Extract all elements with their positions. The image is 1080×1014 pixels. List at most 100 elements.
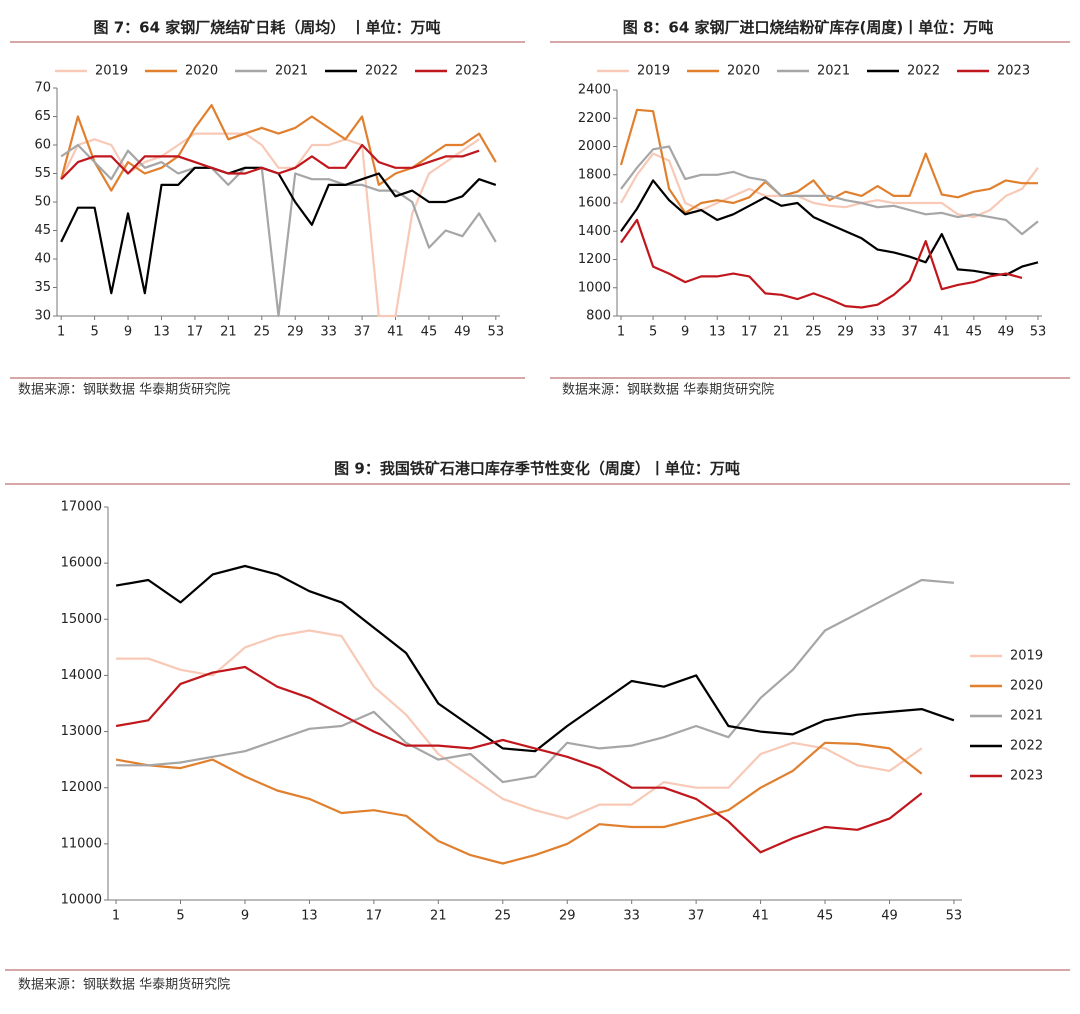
x-tick-label: 5 (90, 325, 98, 340)
y-tick-label: 17000 (61, 500, 102, 515)
x-tick-label: 1 (617, 325, 625, 340)
source-note: 数据来源：钢联数据 华泰期货研究院 (18, 382, 230, 398)
y-tick-label: 2000 (578, 139, 611, 154)
y-tick-label: 13000 (61, 724, 102, 739)
legend-label: 2019 (637, 64, 670, 79)
y-tick-label: 14000 (61, 668, 102, 683)
x-tick-label: 45 (421, 325, 438, 340)
y-tick-label: 1000 (578, 280, 611, 295)
x-tick-label: 21 (220, 325, 237, 340)
x-tick-label: 45 (966, 325, 983, 340)
y-tick-label: 1400 (578, 224, 611, 239)
legend-label: 2021 (1010, 709, 1043, 724)
series-line (619, 108, 1038, 214)
x-tick-label: 33 (320, 325, 337, 340)
y-tick-label: 10000 (61, 893, 102, 908)
x-tick-label: 17 (366, 909, 383, 924)
legend-label: 2023 (997, 64, 1030, 79)
x-tick-label: 49 (998, 325, 1015, 340)
legend-label: 2022 (365, 64, 398, 79)
series-line (115, 741, 923, 865)
legend-label: 2020 (1010, 679, 1043, 694)
series-line (116, 629, 923, 820)
y-tick-label: 12000 (61, 780, 102, 795)
x-tick-label: 45 (817, 909, 834, 924)
y-tick-label: 15000 (61, 612, 102, 627)
x-tick-label: 41 (752, 909, 769, 924)
x-tick-label: 29 (559, 909, 576, 924)
series-line (115, 665, 923, 854)
legend-label: 2021 (275, 64, 308, 79)
source-note: 数据来源：钢联数据 华泰期货研究院 (18, 977, 230, 993)
y-tick-label: 2400 (578, 83, 611, 98)
x-tick-label: 29 (837, 325, 854, 340)
x-tick-label: 5 (649, 325, 657, 340)
x-tick-label: 1 (57, 325, 65, 340)
x-tick-label: 53 (488, 325, 505, 340)
legend-label: 2020 (185, 64, 218, 79)
y-tick-label: 50 (34, 195, 51, 210)
x-tick-label: 41 (933, 325, 950, 340)
x-tick-label: 17 (187, 325, 204, 340)
series-line (60, 104, 497, 192)
chart-title: 图 7：64 家钢厂烧结矿日耗（周均） 丨单位：万吨 (94, 19, 441, 37)
x-tick-label: 25 (805, 325, 822, 340)
y-tick-label: 70 (34, 81, 51, 96)
x-tick-label: 33 (869, 325, 886, 340)
x-tick-label: 53 (946, 909, 963, 924)
series-line (620, 218, 1023, 309)
legend-label: 2023 (1010, 769, 1043, 784)
legend-label: 2023 (455, 64, 488, 79)
x-tick-label: 25 (495, 909, 512, 924)
y-tick-label: 1800 (578, 167, 611, 182)
x-tick-label: 17 (741, 325, 758, 340)
y-tick-label: 1200 (578, 252, 611, 267)
x-tick-label: 1 (112, 909, 120, 924)
y-tick-label: 35 (34, 280, 51, 295)
y-tick-label: 2200 (578, 111, 611, 126)
series-line (620, 179, 1039, 277)
series-line (620, 145, 1039, 236)
legend-label: 2019 (1010, 649, 1043, 664)
y-tick-label: 11000 (61, 836, 102, 851)
x-tick-label: 53 (1030, 325, 1047, 340)
x-tick-label: 9 (124, 325, 132, 340)
y-tick-label: 30 (34, 309, 51, 324)
chart-title: 图 9：我国铁矿石港口库存季节性变化（周度）丨单位：万吨 (334, 460, 740, 478)
x-tick-label: 21 (773, 325, 790, 340)
series-line (116, 578, 954, 784)
series-line (60, 143, 497, 318)
y-tick-label: 1600 (578, 196, 611, 211)
y-tick-label: 16000 (61, 556, 102, 571)
x-tick-label: 9 (241, 909, 249, 924)
x-tick-label: 49 (881, 909, 898, 924)
chart-title: 图 8：64 家钢厂进口烧结粉矿库存(周度)丨单位：万吨 (623, 19, 993, 37)
x-tick-label: 25 (254, 325, 271, 340)
legend-label: 2019 (95, 64, 128, 79)
y-tick-label: 55 (34, 166, 51, 181)
x-tick-label: 13 (301, 909, 318, 924)
legend-label: 2021 (817, 64, 850, 79)
x-tick-label: 21 (430, 909, 447, 924)
legend-label: 2022 (907, 64, 940, 79)
x-tick-label: 41 (387, 325, 404, 340)
x-tick-label: 37 (354, 325, 371, 340)
x-tick-label: 13 (153, 325, 170, 340)
x-tick-label: 49 (454, 325, 471, 340)
x-tick-label: 37 (901, 325, 918, 340)
legend-label: 2020 (727, 64, 760, 79)
series-line (60, 143, 480, 180)
x-tick-label: 37 (688, 909, 705, 924)
x-tick-label: 33 (623, 909, 640, 924)
y-tick-label: 60 (34, 138, 51, 153)
legend-label: 2022 (1010, 739, 1043, 754)
y-tick-label: 800 (586, 309, 611, 324)
x-tick-label: 5 (176, 909, 184, 924)
x-tick-label: 29 (287, 325, 304, 340)
y-tick-label: 65 (34, 109, 51, 124)
x-tick-label: 9 (681, 325, 689, 340)
source-note: 数据来源：钢联数据 华泰期货研究院 (562, 382, 774, 398)
x-tick-label: 13 (709, 325, 726, 340)
